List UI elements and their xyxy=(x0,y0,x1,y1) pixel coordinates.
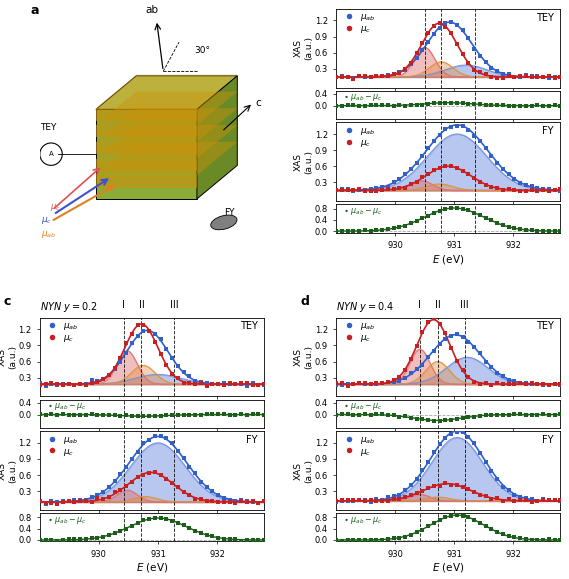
Text: FY: FY xyxy=(224,208,234,217)
Polygon shape xyxy=(197,76,237,199)
Text: I: I xyxy=(418,300,422,310)
X-axis label: $E$ (eV): $E$ (eV) xyxy=(136,562,168,574)
Text: NYN $y=0.2$: NYN $y=0.2$ xyxy=(40,300,97,314)
Text: FY: FY xyxy=(542,126,554,136)
Text: TEY: TEY xyxy=(240,321,258,332)
Text: $\bullet\ \mu_{ab}-\mu_c$: $\bullet\ \mu_{ab}-\mu_c$ xyxy=(343,92,382,103)
Text: III: III xyxy=(471,0,479,1)
Y-axis label: XAS
(a.u.): XAS (a.u.) xyxy=(294,149,313,174)
Text: $\bullet\ \mu_{ab}-\mu_c$: $\bullet\ \mu_{ab}-\mu_c$ xyxy=(343,206,382,217)
Text: a: a xyxy=(31,4,39,17)
Text: II: II xyxy=(438,0,444,1)
Text: Y/L SL: Y/L SL xyxy=(336,0,365,1)
Text: A: A xyxy=(49,151,53,157)
X-axis label: $E$ (eV): $E$ (eV) xyxy=(432,252,464,266)
Polygon shape xyxy=(96,76,237,109)
Text: $\bullet\ \mu_{ab}-\mu_c$: $\bullet\ \mu_{ab}-\mu_c$ xyxy=(47,515,86,526)
Y-axis label: XAS
(a.u.): XAS (a.u.) xyxy=(0,459,17,482)
Polygon shape xyxy=(96,142,197,154)
Ellipse shape xyxy=(211,215,237,230)
Text: I: I xyxy=(423,0,426,1)
Y-axis label: XAS
(a.u.): XAS (a.u.) xyxy=(0,345,17,369)
Text: d: d xyxy=(300,295,309,309)
Text: FY: FY xyxy=(542,435,554,445)
Polygon shape xyxy=(96,142,237,175)
Polygon shape xyxy=(96,125,197,137)
Text: NYN $y=0.4$: NYN $y=0.4$ xyxy=(336,300,394,314)
Polygon shape xyxy=(96,175,197,188)
Legend: $\mu_{ab}$, $\mu_c$: $\mu_{ab}$, $\mu_c$ xyxy=(339,125,376,149)
Text: TEY: TEY xyxy=(536,321,554,332)
Polygon shape xyxy=(96,125,237,159)
Text: III: III xyxy=(460,300,469,310)
Text: c: c xyxy=(255,98,261,108)
Text: ab: ab xyxy=(146,5,159,16)
Text: II: II xyxy=(435,300,440,310)
Polygon shape xyxy=(96,75,237,108)
Legend: $\mu_{ab}$, $\mu_c$: $\mu_{ab}$, $\mu_c$ xyxy=(339,320,376,345)
Y-axis label: XAS
(a.u.): XAS (a.u.) xyxy=(294,36,313,60)
Y-axis label: XAS
(a.u.): XAS (a.u.) xyxy=(294,345,313,369)
Polygon shape xyxy=(96,159,197,171)
Text: FY: FY xyxy=(246,435,258,445)
Y-axis label: XAS
(a.u.): XAS (a.u.) xyxy=(294,459,313,482)
Legend: $\mu_{ab}$, $\mu_c$: $\mu_{ab}$, $\mu_c$ xyxy=(43,434,80,459)
Text: TEY: TEY xyxy=(536,13,554,23)
Text: 30°: 30° xyxy=(195,46,211,56)
Text: c: c xyxy=(4,295,11,309)
Text: III: III xyxy=(170,300,179,310)
Text: I: I xyxy=(122,300,125,310)
Legend: $\mu_{ab}$, $\mu_c$: $\mu_{ab}$, $\mu_c$ xyxy=(339,434,376,459)
Legend: $\mu_{ab}$, $\mu_c$: $\mu_{ab}$, $\mu_c$ xyxy=(339,12,376,36)
Text: $\mu_c$: $\mu_c$ xyxy=(41,215,52,226)
Polygon shape xyxy=(96,91,237,125)
Polygon shape xyxy=(96,109,197,199)
Polygon shape xyxy=(96,108,237,142)
Text: $\bullet\ \mu_{ab}-\mu_c$: $\bullet\ \mu_{ab}-\mu_c$ xyxy=(343,515,382,526)
Text: $\bullet\ \mu_{ab}-\mu_c$: $\bullet\ \mu_{ab}-\mu_c$ xyxy=(47,401,86,412)
Text: $\mu_{ab}$: $\mu_{ab}$ xyxy=(41,229,56,240)
Polygon shape xyxy=(96,108,197,120)
Text: TEY: TEY xyxy=(40,123,56,132)
Text: $\bullet\ \mu_{ab}-\mu_c$: $\bullet\ \mu_{ab}-\mu_c$ xyxy=(343,401,382,412)
X-axis label: $E$ (eV): $E$ (eV) xyxy=(432,562,464,574)
Text: $\mu_{c}$: $\mu_{c}$ xyxy=(50,202,60,213)
Legend: $\mu_{ab}$, $\mu_c$: $\mu_{ab}$, $\mu_c$ xyxy=(43,320,80,345)
Text: II: II xyxy=(138,300,145,310)
